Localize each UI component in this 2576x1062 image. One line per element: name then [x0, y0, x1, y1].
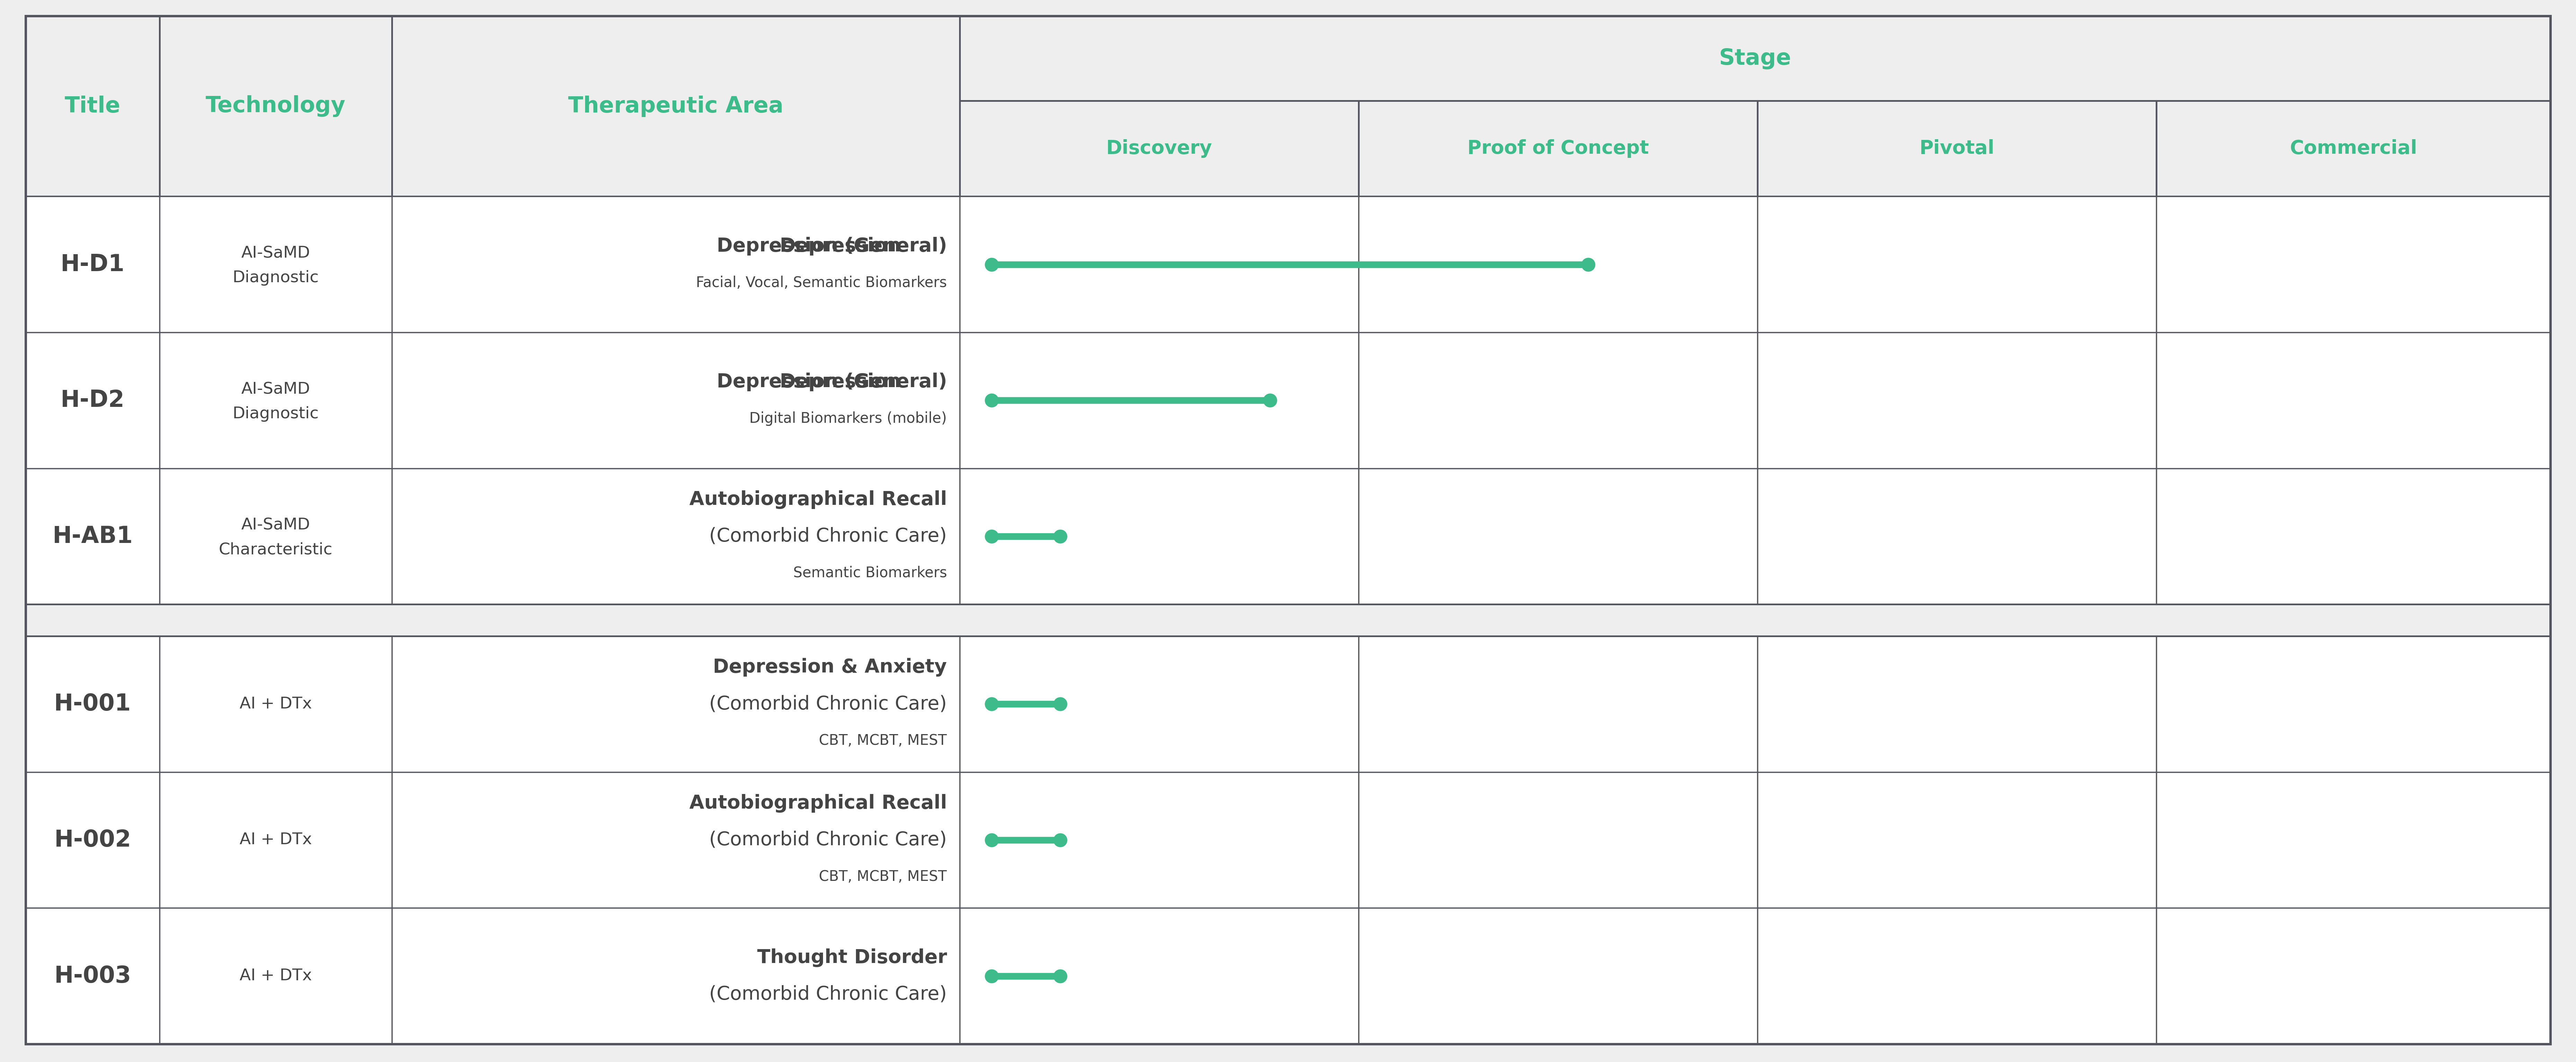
Bar	[1757, 772, 2156, 908]
Bar	[2156, 332, 2550, 468]
Bar	[1757, 196, 2156, 332]
Text: Proof of Concept: Proof of Concept	[1468, 139, 1649, 158]
Bar	[160, 772, 392, 908]
Text: (Comorbid Chronic Care): (Comorbid Chronic Care)	[708, 984, 948, 1004]
Text: H-002: H-002	[54, 828, 131, 852]
Bar	[392, 16, 961, 196]
Bar	[961, 468, 1358, 604]
Bar	[392, 468, 961, 604]
Bar	[1757, 101, 2156, 196]
Bar	[26, 196, 160, 332]
Bar	[26, 332, 160, 468]
Text: (Comorbid Chronic Care): (Comorbid Chronic Care)	[708, 830, 948, 850]
Text: H-D1: H-D1	[62, 253, 124, 276]
Bar	[2156, 101, 2550, 196]
Text: Digital Biomarkers (mobile): Digital Biomarkers (mobile)	[750, 411, 948, 426]
Bar	[1757, 332, 2156, 468]
Bar	[2156, 468, 2550, 604]
Bar	[1358, 196, 1757, 332]
Bar	[961, 332, 1358, 468]
Bar	[392, 196, 961, 332]
Bar	[961, 636, 1358, 772]
Bar	[160, 16, 392, 196]
Bar	[160, 332, 392, 468]
Text: AI-SaMD: AI-SaMD	[242, 245, 309, 261]
Bar	[1358, 636, 1757, 772]
Text: Depression: Depression	[781, 237, 902, 256]
Text: Therapeutic Area: Therapeutic Area	[569, 96, 783, 117]
Bar	[961, 101, 1358, 196]
Bar	[26, 772, 160, 908]
Text: AI-SaMD: AI-SaMD	[242, 381, 309, 397]
Bar	[392, 636, 961, 772]
Bar	[2156, 636, 2550, 772]
Bar	[392, 332, 961, 468]
Bar	[1757, 908, 2156, 1044]
Text: H-003: H-003	[54, 964, 131, 988]
Text: H-AB1: H-AB1	[52, 525, 134, 548]
Text: Diagnostic: Diagnostic	[232, 270, 319, 286]
Bar	[392, 908, 961, 1044]
Text: Autobiographical Recall: Autobiographical Recall	[690, 491, 948, 509]
Bar	[26, 604, 2550, 636]
Text: AI + DTx: AI + DTx	[240, 697, 312, 712]
Text: H-D2: H-D2	[62, 389, 124, 412]
Bar	[2156, 772, 2550, 908]
Bar	[1358, 101, 1757, 196]
Text: Title: Title	[64, 96, 121, 117]
Text: Thought Disorder: Thought Disorder	[757, 948, 948, 967]
Bar	[160, 196, 392, 332]
Text: Commercial: Commercial	[2290, 139, 2416, 158]
Text: AI + DTx: AI + DTx	[240, 969, 312, 983]
Text: Facial, Vocal, Semantic Biomarkers: Facial, Vocal, Semantic Biomarkers	[696, 275, 948, 290]
Bar	[1358, 332, 1757, 468]
Bar	[26, 468, 160, 604]
Text: Semantic Biomarkers: Semantic Biomarkers	[793, 566, 948, 580]
Text: CBT, MCBT, MEST: CBT, MCBT, MEST	[819, 870, 948, 884]
Text: Depression: Depression	[781, 373, 902, 392]
Text: Stage: Stage	[1718, 48, 1790, 69]
Text: Depression (General): Depression (General)	[716, 373, 948, 392]
Bar	[1358, 468, 1757, 604]
Bar	[392, 772, 961, 908]
Bar	[1358, 908, 1757, 1044]
Text: Technology: Technology	[206, 96, 345, 117]
Text: AI-SaMD: AI-SaMD	[242, 517, 309, 533]
Text: Depression & Anxiety: Depression & Anxiety	[714, 658, 948, 676]
Bar	[961, 908, 1358, 1044]
Text: Characteristic: Characteristic	[219, 542, 332, 558]
Text: (Comorbid Chronic Care): (Comorbid Chronic Care)	[708, 527, 948, 546]
Bar	[160, 908, 392, 1044]
Text: Discovery: Discovery	[1105, 139, 1213, 158]
Text: Pivotal: Pivotal	[1919, 139, 1994, 158]
Text: AI + DTx: AI + DTx	[240, 833, 312, 847]
Bar	[1358, 772, 1757, 908]
Bar	[2156, 908, 2550, 1044]
Bar	[26, 908, 160, 1044]
Bar	[1757, 468, 2156, 604]
Text: H-001: H-001	[54, 692, 131, 716]
Bar	[160, 468, 392, 604]
Bar	[160, 636, 392, 772]
Bar	[1757, 636, 2156, 772]
Text: Depression (General): Depression (General)	[716, 237, 948, 256]
Text: Diagnostic: Diagnostic	[232, 406, 319, 422]
Bar	[26, 16, 160, 196]
Bar	[961, 772, 1358, 908]
Bar	[2156, 196, 2550, 332]
Text: (Comorbid Chronic Care): (Comorbid Chronic Care)	[708, 695, 948, 714]
Bar	[961, 196, 1358, 332]
Bar	[961, 16, 2550, 101]
Bar	[26, 636, 160, 772]
Text: Autobiographical Recall: Autobiographical Recall	[690, 794, 948, 812]
Text: CBT, MCBT, MEST: CBT, MCBT, MEST	[819, 734, 948, 748]
